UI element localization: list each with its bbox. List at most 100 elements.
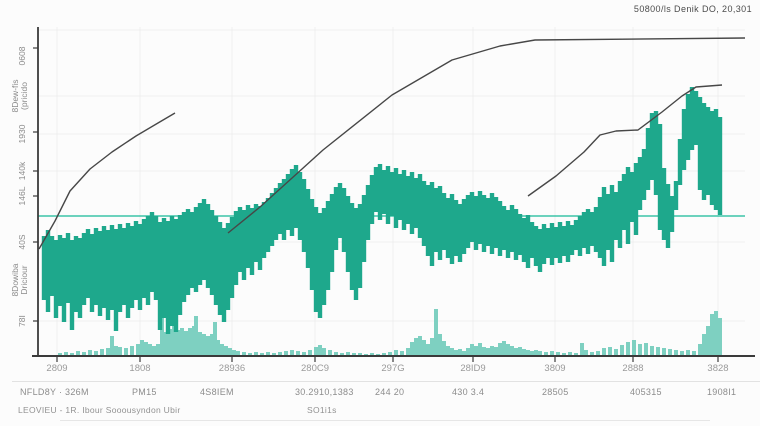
y-axis-label: 8Dowiba xyxy=(10,263,20,296)
volume-bar xyxy=(482,347,486,356)
price-band-bar xyxy=(41,236,47,300)
volume-bar xyxy=(620,345,624,356)
volume-bar xyxy=(550,351,554,356)
price-volume-chart[interactable]: 2809 1808 28936 280C9 297G 28ID9 3809 2888 3828 0… xyxy=(0,0,760,378)
volume-bar xyxy=(698,344,702,356)
price-band-bar xyxy=(405,176,411,224)
price-band-bar xyxy=(477,191,483,244)
price-band-bar xyxy=(553,227,559,258)
price-band-bar xyxy=(665,184,671,248)
price-band-bar xyxy=(425,185,431,256)
price-band-bar xyxy=(645,128,651,190)
volume-bar xyxy=(346,352,350,356)
volume-bar xyxy=(706,326,710,356)
footer-divider-top xyxy=(12,381,760,382)
price-band-bar xyxy=(377,164,383,220)
volume-bar xyxy=(490,346,494,356)
price-band-bar xyxy=(561,226,567,256)
price-band-bar xyxy=(293,165,299,228)
price-band-bar xyxy=(577,216,583,256)
price-band-bar xyxy=(593,207,599,252)
price-band-bar xyxy=(637,157,643,210)
price-band-bar xyxy=(365,185,371,240)
volume-bar xyxy=(608,347,612,356)
price-band-bar xyxy=(209,210,215,295)
volume-bar xyxy=(213,322,217,356)
volume-bar xyxy=(650,346,654,356)
volume-bar xyxy=(458,349,462,356)
price-band-bar xyxy=(105,230,111,320)
price-band-bar xyxy=(537,229,543,272)
price-band-bar xyxy=(257,206,263,270)
volume-bar xyxy=(254,352,258,356)
price-band-bar xyxy=(89,234,95,312)
price-band-bar xyxy=(217,222,223,315)
price-band-bar xyxy=(617,181,623,248)
volume-bar xyxy=(358,353,362,356)
volume-bar xyxy=(202,334,206,356)
price-band-bar xyxy=(545,228,551,258)
footer-info-label: LEOVIEU - 1R. Ibour Sooousyndon Ubir xyxy=(18,405,181,415)
volume-bar xyxy=(422,340,426,356)
volume-bar xyxy=(406,348,410,356)
footer-info-value: SO1i1s xyxy=(307,405,337,415)
volume-bar xyxy=(106,348,110,356)
volume-bar xyxy=(718,318,722,356)
volume-bar xyxy=(164,332,168,356)
price-band-bar xyxy=(277,183,283,234)
volume-bar xyxy=(702,334,706,356)
volume-bar xyxy=(64,352,68,356)
volume-bar xyxy=(194,316,198,356)
price-band-bar xyxy=(585,209,591,254)
y-axis-label: 40S xyxy=(17,234,27,249)
volume-bar xyxy=(556,352,560,356)
price-band-bar xyxy=(413,178,419,228)
price-band-bar xyxy=(229,217,235,298)
price-band-bar xyxy=(449,194,455,264)
price-band-bar xyxy=(453,200,459,256)
volume-bar xyxy=(442,341,446,356)
volume-bar xyxy=(668,349,672,356)
price-band-bar xyxy=(705,107,711,195)
volume-bar xyxy=(88,350,92,356)
volume-bar xyxy=(260,353,264,356)
price-band-bar xyxy=(297,172,303,240)
price-band-bar xyxy=(525,215,531,268)
price-band-bar xyxy=(601,187,607,266)
volume-bar xyxy=(248,353,252,356)
volume-bar xyxy=(502,341,506,356)
volume-bar xyxy=(614,349,618,356)
volume-bar xyxy=(236,351,240,356)
price-band-bar xyxy=(53,240,59,318)
price-band-bar xyxy=(569,225,575,255)
volume-bar xyxy=(302,352,306,356)
volume-bar xyxy=(70,353,74,356)
price-band-bar xyxy=(129,226,135,308)
volume-bar xyxy=(124,348,128,356)
volume-bar xyxy=(514,348,518,356)
volume-bar xyxy=(474,346,478,356)
price-band-bar xyxy=(113,229,119,331)
price-band-bar xyxy=(305,189,311,268)
y-axis-label: 146L xyxy=(17,186,27,205)
price-band-bar xyxy=(313,207,319,312)
footer-stat-4: 244 20 xyxy=(375,387,405,397)
price-band-bar xyxy=(417,174,423,238)
price-band-bar xyxy=(341,188,347,252)
price-band-bar xyxy=(349,203,355,290)
price-band-bar xyxy=(149,212,155,292)
footer-stat-8: 1908I1 xyxy=(707,387,737,397)
price-band-bar xyxy=(421,181,427,246)
price-band-bar xyxy=(169,216,175,326)
volume-bar xyxy=(426,344,430,356)
volume-bar xyxy=(114,346,118,356)
volume-bar xyxy=(450,348,454,356)
price-band-bar xyxy=(185,209,191,295)
price-band-bar xyxy=(161,218,167,318)
volume-bar xyxy=(136,344,140,356)
price-band-bar xyxy=(321,208,327,305)
volume-bar xyxy=(328,350,332,356)
price-band-bar xyxy=(309,199,315,290)
price-band-bar xyxy=(621,174,627,230)
volume-bar xyxy=(462,351,466,356)
